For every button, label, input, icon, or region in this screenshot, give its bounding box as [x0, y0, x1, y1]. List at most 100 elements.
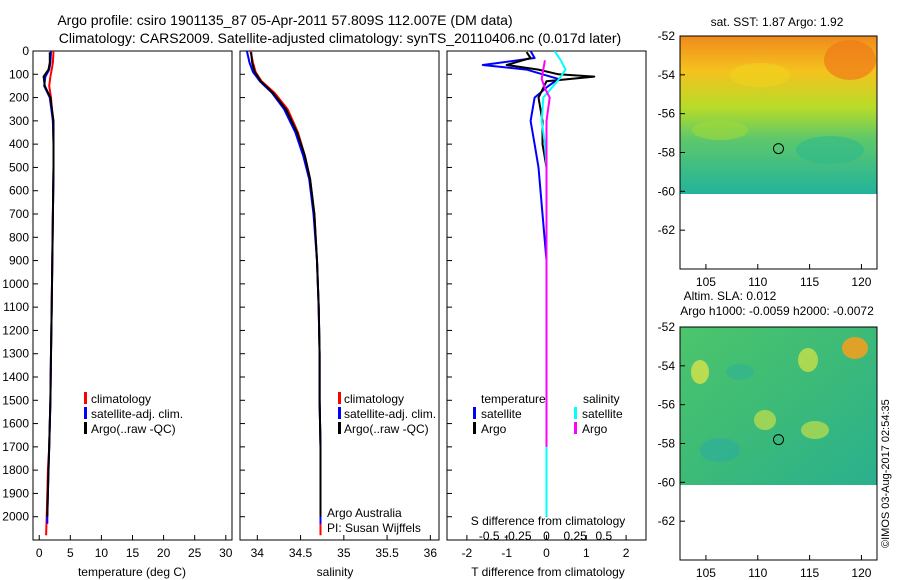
x-tick-label: -1 — [501, 546, 512, 560]
salinity-legend: climatology satellite-adj. clim. Argo(..… — [338, 392, 436, 436]
depth-tick-label: 800 — [9, 230, 29, 244]
salinity-axes-box — [239, 50, 440, 541]
x-tick-label: 5 — [67, 546, 74, 560]
sla-map-title: Altim. SLA: 0.012 — [684, 289, 777, 303]
sst-texture — [692, 40, 876, 164]
sst-float-marker — [773, 143, 784, 155]
x-tick-label: 10 — [95, 546, 109, 560]
x-tick-label: 0 — [36, 546, 43, 560]
lon-tick-label: 115 — [800, 566, 819, 580]
lat-tick-label: -60 — [658, 475, 676, 489]
annotation-pi-name: PI: Susan Wijffels — [327, 521, 421, 535]
sst-warm-patch — [824, 40, 876, 80]
legend-swatch-sal-argo — [574, 422, 577, 434]
series-line-salinity-satellite — [540, 51, 567, 517]
legend-swatch-satellite-adj — [84, 407, 87, 419]
legend-label-sal-argo: Argo — [582, 422, 608, 436]
salinity-y-tick-marks — [240, 50, 245, 518]
legend-label-argo: Argo(..raw -QC) — [91, 422, 176, 436]
series-line-satellite-adj-clim- — [245, 51, 322, 524]
legend-label-temp-satellite: satellite — [481, 407, 522, 421]
x-tick-label: 35 — [337, 546, 351, 560]
depth-tick-label: 200 — [9, 91, 29, 105]
temperature-axes-box — [32, 50, 233, 541]
depth-tick-label: 700 — [9, 207, 29, 221]
imos-credit: ©IMOS 03-Aug-2017 02:54:35 — [880, 399, 892, 548]
sst-lon-ticks: 105 110 115 120 — [696, 264, 872, 289]
lat-tick-label: -60 — [658, 184, 676, 198]
sst-lat-ticks: -52 -54 -56 -58 -60 -62 — [658, 29, 685, 237]
title-line-1: Argo profile: csiro 1901135_87 05-Apr-20… — [57, 12, 512, 28]
lat-tick-label: -54 — [658, 359, 676, 373]
salinity-series — [245, 51, 322, 536]
legend-swatch-climatology — [338, 392, 341, 404]
legend-label-sal-satellite: satellite — [582, 407, 623, 421]
depth-tick-label: 1400 — [2, 370, 29, 384]
depth-tick-label: 1000 — [2, 277, 29, 291]
sst-teal-patch — [796, 136, 864, 164]
legend-title-salinity: salinity — [583, 392, 620, 406]
salinity-xlabel: salinity — [317, 565, 354, 579]
sst-map-title: sat. SST: 1.87 Argo: 1.92 — [711, 15, 844, 29]
temperature-panel: 0100200300400500600700800900100011001200… — [2, 44, 232, 579]
difference-panel: -2 -1 0 1 2 -0.5 -0.25 0 0.25 0.5 S difference f… — [446, 50, 647, 579]
legend-swatch-temp-satellite — [473, 407, 476, 419]
temperature-series — [42, 51, 55, 536]
s-diff-tick-label: 0 — [543, 529, 550, 543]
sla-yellow-blob — [801, 421, 829, 439]
depth-axis-ticks: 0 100 200 300 400 500 600 700 800 900 1000 1100 1200… — [2, 44, 38, 524]
difference-legend: temperature salinity satellite Argo sate… — [473, 392, 623, 436]
legend-swatch-climatology — [84, 392, 87, 404]
depth-tick-label: 1900 — [2, 486, 29, 500]
lat-tick-label: -62 — [658, 514, 676, 528]
lon-tick-label: 105 — [696, 566, 716, 580]
t-difference-xlabel: T difference from climatology — [471, 565, 625, 579]
depth-tick-label: 1500 — [2, 393, 29, 407]
depth-tick-label: 100 — [9, 67, 29, 81]
series-line-argo-raw-qc- — [42, 52, 55, 517]
sla-lon-ticks: 105 110 115 120 — [696, 555, 872, 580]
lon-tick-label: 110 — [748, 566, 767, 580]
lat-tick-label: -52 — [658, 29, 676, 43]
t-difference-x-ticks: -2 -1 0 1 2 — [462, 535, 630, 560]
sla-map-panel: Altim. SLA: 0.012 Argo h1000: -0.0059 h2… — [658, 289, 878, 580]
s-difference-x-ticks: -0.5 -0.25 0 0.25 0.5 — [479, 529, 613, 543]
annotation-argo-australia: Argo Australia — [327, 506, 402, 520]
sla-teal-blob — [700, 438, 740, 462]
depth-tick-label: 600 — [9, 184, 29, 198]
s-diff-tick-label: -0.5 — [479, 529, 500, 543]
s-diff-tick-label: 0.25 — [563, 529, 587, 543]
sla-texture — [691, 337, 868, 462]
legend-label-argo: Argo(..raw -QC) — [344, 422, 429, 436]
sla-yellow-blob — [691, 360, 709, 384]
depth-tick-label: 1800 — [2, 463, 29, 477]
depth-tick-label: 900 — [9, 254, 29, 268]
salinity-x-ticks: 34 34.5 35 35.5 36 — [251, 535, 437, 560]
lat-tick-label: -58 — [658, 437, 676, 451]
lat-tick-label: -56 — [658, 107, 676, 121]
depth-tick-label: 0 — [22, 44, 29, 58]
sla-yellow-blob — [798, 348, 818, 372]
temperature-legend: climatology satellite-adj. clim. Argo(..… — [84, 392, 183, 436]
sla-float-marker — [773, 434, 784, 446]
difference-y-tick-marks — [447, 50, 452, 518]
legend-swatch-satellite-adj — [338, 407, 341, 419]
temperature-x-ticks: 0 5 10 15 20 25 30 — [36, 535, 233, 560]
legend-swatch-sal-satellite — [574, 407, 577, 419]
title-line-2: Climatology: CARS2009. Satellite-adjuste… — [59, 30, 621, 46]
depth-tick-label: 400 — [9, 137, 29, 151]
depth-tick-label: 500 — [9, 160, 29, 174]
lon-tick-label: 110 — [748, 275, 767, 289]
x-tick-label: 34.5 — [289, 546, 313, 560]
s-difference-xlabel: S difference from climatology — [471, 514, 626, 528]
legend-title-temperature: temperature — [481, 392, 546, 406]
lon-tick-label: 120 — [851, 566, 871, 580]
series-line-salinity-argo — [540, 60, 551, 447]
sla-teal-blob — [726, 364, 754, 380]
depth-tick-label: 1600 — [2, 417, 29, 431]
s-diff-tick-label: -0.25 — [504, 529, 532, 543]
x-tick-label: -2 — [462, 546, 473, 560]
legend-label-climatology: climatology — [91, 392, 151, 406]
x-tick-label: 20 — [157, 546, 171, 560]
